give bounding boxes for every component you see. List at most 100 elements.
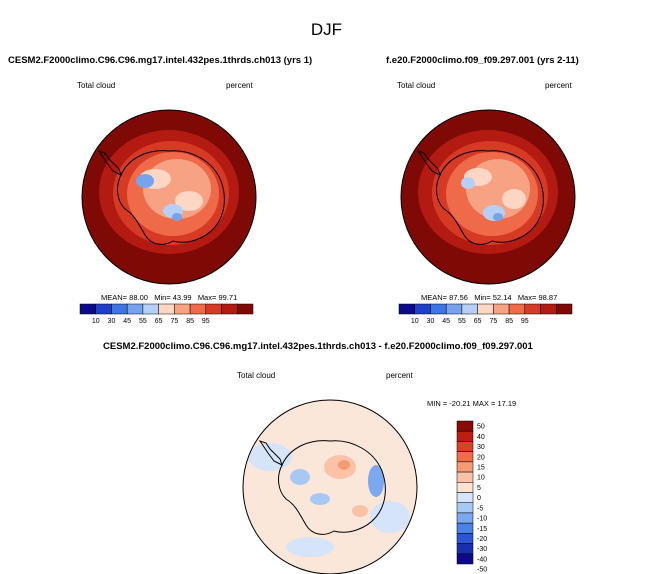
right-colorbar-tick-label: 10: [411, 318, 419, 325]
right-colorbar-swatch-5: [477, 303, 494, 315]
right-colorbar-swatch-10: [556, 303, 573, 315]
diff-stats: MIN = -20.21 MAX = 17.19: [427, 399, 517, 408]
left-colorbar-swatch-7: [189, 303, 207, 315]
right-colorbar-swatch-2: [430, 303, 447, 315]
left-colorbar-swatch-6: [174, 303, 191, 315]
diff-colorbar-tick-label: -5: [477, 505, 483, 512]
left-colorbar-tick-label: 65: [155, 318, 163, 325]
diff-colorbar-tick-label: -20: [477, 536, 487, 543]
diff-colorbar-tick-label: 20: [477, 454, 485, 461]
left-colorbar: 10 30 45 55 65 75 85 95: [79, 303, 254, 325]
diff-colorbar-tick-label: 10: [477, 475, 485, 482]
left-variable-label: Total cloud: [77, 81, 116, 90]
left-colorbar-swatch-5: [158, 303, 175, 315]
right-colorbar-swatch-9: [540, 303, 557, 315]
right-colorbar-swatch-4: [461, 303, 478, 315]
diff-colorbar-swatch-2: [456, 441, 474, 452]
right-stats: MEAN= 87.56 Min= 52.14 Max= 98.87: [421, 293, 557, 302]
diff-cloud-map: [242, 399, 418, 574]
left-map-frame: [81, 109, 257, 285]
left-cloud-map: [81, 109, 257, 285]
left-map-light-patch-2: [175, 191, 203, 211]
right-min-value: 52.14: [492, 293, 512, 302]
diff-colorbar-tick-label: 15: [477, 464, 485, 471]
left-colorbar-tick-label: 75: [170, 318, 178, 325]
right-colorbar-swatch-7: [508, 303, 526, 315]
diff-colorbar-swatch-13: [456, 553, 474, 565]
right-min-label: Min=: [474, 293, 491, 302]
diff-map-blue-patch-4: [368, 465, 384, 497]
diff-colorbar-swatch-7: [456, 492, 474, 503]
left-colorbar-swatch-1: [95, 303, 112, 315]
diff-colorbar-swatch-9: [456, 512, 474, 524]
left-colorbar-swatch-9: [221, 303, 238, 315]
left-mean-label: MEAN=: [101, 293, 128, 302]
right-units-label: percent: [545, 81, 572, 90]
diff-colorbar-swatch-12: [456, 543, 474, 555]
diff-colorbar-tick-label: -40: [477, 556, 487, 563]
right-colorbar-swatch-6: [493, 303, 510, 315]
right-colorbar-tick-label: 65: [474, 318, 482, 325]
diff-colorbar-swatch-6: [456, 482, 474, 493]
left-panel-title: CESM2.F2000climo.C96.C96.mg17.intel.432p…: [8, 55, 313, 66]
diff-map-blue-patch-2: [370, 501, 410, 533]
right-cloud-map: [400, 109, 576, 285]
diff-colorbar-tick-label: 0: [477, 495, 481, 502]
left-mean-value: 88.00: [129, 293, 148, 302]
left-colorbar-swatch-8: [205, 303, 222, 315]
left-map-blue-patch-1: [136, 174, 154, 188]
right-max-label: Max=: [517, 293, 537, 302]
right-panel-title: f.e20.F2000climo.f09_f09.297.001 (yrs 2-…: [386, 55, 579, 66]
right-colorbar-tick-label: 30: [427, 318, 435, 325]
right-max-value: 98.87: [538, 293, 558, 302]
diff-units-label: percent: [386, 371, 413, 380]
diff-map-red-patch-3: [352, 505, 368, 517]
diff-colorbar-tick-label: 50: [477, 424, 485, 431]
diff-colorbar-swatch-5: [456, 471, 474, 483]
right-colorbar-tick-label: 45: [442, 318, 450, 325]
page-title: DJF: [310, 20, 343, 39]
diff-colorbar-swatch-11: [456, 533, 474, 544]
diff-colorbar-swatch-1: [456, 430, 474, 442]
left-colorbar-tick-label: 55: [139, 318, 147, 325]
right-colorbar-swatch-8: [524, 303, 541, 315]
right-colorbar-tick-label: 85: [505, 318, 513, 325]
left-colorbar-tick-label: 95: [202, 318, 210, 325]
left-min-label: Min=: [154, 293, 171, 302]
right-colorbar-tick-label: 95: [521, 318, 529, 325]
diff-colorbar-tick-label: -30: [477, 546, 487, 553]
right-map-light-patch-2: [502, 189, 526, 209]
diff-colorbar-swatch-0: [456, 420, 474, 432]
left-colorbar-swatch-0: [79, 303, 96, 315]
diff-map-blue-patch-3: [286, 537, 334, 557]
right-colorbar-swatch-1: [414, 303, 431, 315]
left-colorbar-swatch-3: [126, 303, 144, 315]
diff-variable-label: Total cloud: [237, 371, 276, 380]
diff-map-red-patch-2: [338, 460, 350, 470]
diff-colorbar-tick-label: 40: [477, 434, 485, 441]
diff-panel-title: CESM2.F2000climo.C96.C96.mg17.intel.432p…: [103, 341, 533, 352]
right-colorbar-tick-label: 55: [458, 318, 466, 325]
diff-map-blue-patch-5: [310, 493, 330, 505]
left-min-value: 43.99: [172, 293, 192, 302]
right-map-blue-patch-1: [461, 177, 475, 189]
right-map-blue-patch-3: [493, 213, 503, 221]
left-colorbar-swatch-2: [111, 303, 128, 315]
diff-map-frame: [242, 399, 418, 574]
diff-colorbar-tick-label: -10: [477, 516, 487, 523]
diff-map-blue-patch-6: [290, 469, 310, 485]
right-colorbar-tick-label: 75: [489, 318, 497, 325]
left-colorbar-tick-label: 85: [186, 318, 194, 325]
left-stats: MEAN= 88.00 Min= 43.99 Max= 99.71: [101, 293, 237, 302]
right-mean-label: MEAN=: [421, 293, 448, 302]
left-colorbar-swatch-10: [237, 303, 254, 315]
left-colorbar-tick-label: 10: [92, 318, 100, 325]
right-colorbar-swatch-0: [398, 303, 415, 315]
diff-colorbar-swatch-3: [456, 451, 474, 463]
diff-colorbar-swatch-8: [456, 502, 474, 514]
left-max-value: 99.71: [218, 293, 238, 302]
left-units-label: percent: [226, 81, 253, 90]
diff-colorbar-tick-label: 5: [477, 485, 481, 492]
